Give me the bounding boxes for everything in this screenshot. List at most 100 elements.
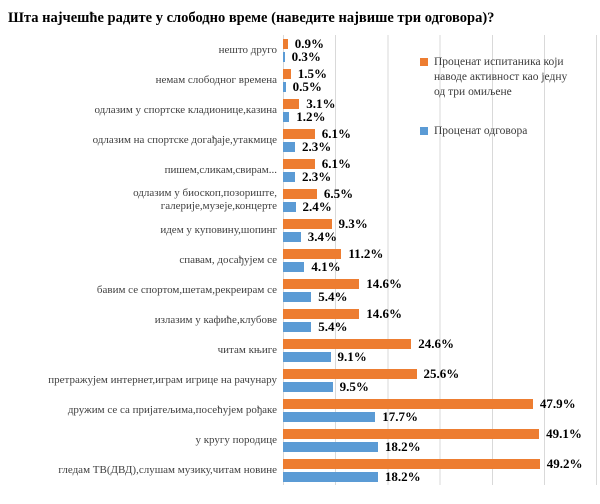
bar-top-three: 14.6% [283, 306, 402, 321]
value-label: 49.1% [546, 425, 582, 441]
bar-answers: 2.3% [283, 169, 331, 184]
value-label: 0.3% [291, 48, 321, 64]
value-label: 5.4% [318, 288, 348, 304]
bar-group: 47.9% 17.7% [283, 395, 600, 425]
value-label: 14.6% [366, 305, 402, 321]
bar-top-three: 24.6% [283, 336, 454, 351]
category-label: излазим у кафиће,клубове [154, 313, 277, 326]
value-label: 9.1% [337, 348, 367, 364]
category-label: нешто друго [218, 43, 277, 56]
bar-group: 6.5% 2.4% [283, 185, 600, 215]
value-label: 47.9% [539, 395, 576, 411]
category-label: дружим се са пријатељима,посећујем рођак… [67, 403, 277, 416]
bar-top-three: 14.6% [283, 276, 402, 291]
category-label: у кругу породице [195, 433, 277, 446]
bar-top-three: 49.1% [283, 426, 582, 441]
bar-top-three: 6.1% [283, 156, 351, 171]
bar-row: немам слободног времена 1.5% 0.5% [0, 65, 600, 95]
legend-item-answers: Проценат одговора [420, 124, 580, 139]
bar-group: 1.5% 0.5% [283, 65, 600, 95]
bar-top-three: 11.2% [283, 246, 383, 261]
bar-row: спавам, досађујем се 11.2% 4.1% [0, 245, 600, 275]
bar-top-three: 6.1% [283, 126, 351, 141]
bar-top-three: 0.9% [283, 36, 324, 51]
value-label: 25.6% [423, 365, 460, 381]
category-label: одлазим у биоскоп,позориште, галерије,му… [133, 187, 277, 212]
value-label: 5.4% [318, 318, 348, 334]
value-label: 17.7% [382, 408, 419, 424]
value-label: 6.5% [323, 185, 354, 201]
bar-answers: 9.5% [283, 379, 369, 394]
value-label: 3.1% [306, 95, 336, 111]
bar-row: дружим се са пријатељима,посећујем рођак… [0, 395, 600, 425]
bar-group: 9.3% 3.4% [283, 215, 600, 245]
bar-top-three: 25.6% [283, 366, 459, 381]
category-label: гледам ТВ(ДВД),слушам музику,читам новин… [58, 463, 277, 476]
bar-top-three: 6.5% [283, 186, 353, 201]
plot-area: нешто друго 0.9% 0.3% немам слободног време… [0, 35, 600, 485]
value-label: 3.4% [307, 228, 337, 244]
bar-group: 24.6% 9.1% [283, 335, 600, 365]
legend-item-top-three: Проценат испитаника који наводе активнос… [420, 55, 580, 100]
bar-row: нешто друго 0.9% 0.3% [0, 35, 600, 65]
bar-top-three: 47.9% [283, 396, 576, 411]
value-label: 1.2% [296, 108, 326, 124]
bar-top-three: 3.1% [283, 96, 335, 111]
category-label: претражујем интернет,играм игрице на рач… [48, 373, 277, 386]
value-label: 2.4% [302, 198, 332, 214]
value-label: 11.2% [348, 245, 384, 261]
bar-row: идем у куповину,шопинг 9.3% 3.4% [0, 215, 600, 245]
bar-group: 3.1% 1.2% [283, 95, 600, 125]
value-label: 2.3% [302, 168, 332, 184]
bar-top-three: 9.3% [283, 216, 368, 231]
value-label: 49.2% [546, 455, 583, 471]
value-label: 6.1% [321, 155, 352, 171]
category-label: бавим се спортом,шетам,рекреирам се [96, 283, 277, 296]
bar-answers: 4.1% [283, 259, 341, 274]
legend: Проценат испитаника који наводе активнос… [420, 55, 580, 163]
category-label: пишем,сликам,свирам... [164, 163, 277, 176]
bar-answers: 1.2% [283, 109, 326, 124]
bar-answers: 9.1% [283, 349, 367, 364]
bar-row: излазим у кафиће,клубове 14.6% 5.4% [0, 305, 600, 335]
legend-marker-blue-icon [420, 127, 428, 135]
legend-marker-orange-icon [420, 58, 428, 66]
value-label: 2.3% [302, 138, 332, 154]
category-label: идем у куповину,шопинг [160, 223, 277, 236]
bar-group: 0.9% 0.3% [283, 35, 600, 65]
bar-row: пишем,сликам,свирам... 6.1% 2.3% [0, 155, 600, 185]
bar-row: одлазим у спортске кладионице,казина 3.1%… [0, 95, 600, 125]
bar-group: 25.6% 9.5% [283, 365, 600, 395]
bar-answers: 2.4% [283, 199, 332, 214]
bar-group: 14.6% 5.4% [283, 305, 600, 335]
value-label: 0.9% [294, 35, 324, 51]
bar-group: 49.2% 18.2% [283, 455, 600, 485]
category-label: одлазим у спортске кладионице,казина [94, 103, 277, 116]
value-label: 24.6% [418, 335, 455, 351]
bar-answers: 5.4% [283, 319, 347, 334]
bar-row: претражујем интернет,играм игрице на рач… [0, 365, 600, 395]
bar-answers: 17.7% [283, 409, 418, 424]
value-label: 9.3% [338, 215, 368, 231]
value-label: 0.5% [292, 78, 322, 94]
bar-answers: 0.3% [283, 49, 321, 64]
bar-answers: 18.2% [283, 439, 421, 454]
bar-group: 14.6% 5.4% [283, 275, 600, 305]
bar-answers: 2.3% [283, 139, 331, 154]
bar-row: одлазим у биоскоп,позориште, галерије,му… [0, 185, 600, 215]
value-label: 14.6% [366, 275, 402, 291]
bar-top-three: 1.5% [283, 66, 327, 81]
category-label: немам слободног времена [155, 73, 277, 86]
bar-row: читам књиге 24.6% 9.1% [0, 335, 600, 365]
value-label: 6.1% [321, 125, 352, 141]
bar-answers: 0.5% [283, 79, 322, 94]
bar-row: гледам ТВ(ДВД),слушам музику,читам новин… [0, 455, 600, 485]
value-label: 9.5% [339, 378, 369, 394]
chart-title: Шта најчешће радите у слободно време (на… [8, 10, 495, 26]
bar-answers: 5.4% [283, 289, 347, 304]
category-label: одлазим на спортске догађаје,утакмице [92, 133, 277, 146]
value-label: 4.1% [311, 258, 341, 274]
value-label: 18.2% [384, 438, 421, 454]
bar-group: 6.1% 2.3% [283, 155, 600, 185]
